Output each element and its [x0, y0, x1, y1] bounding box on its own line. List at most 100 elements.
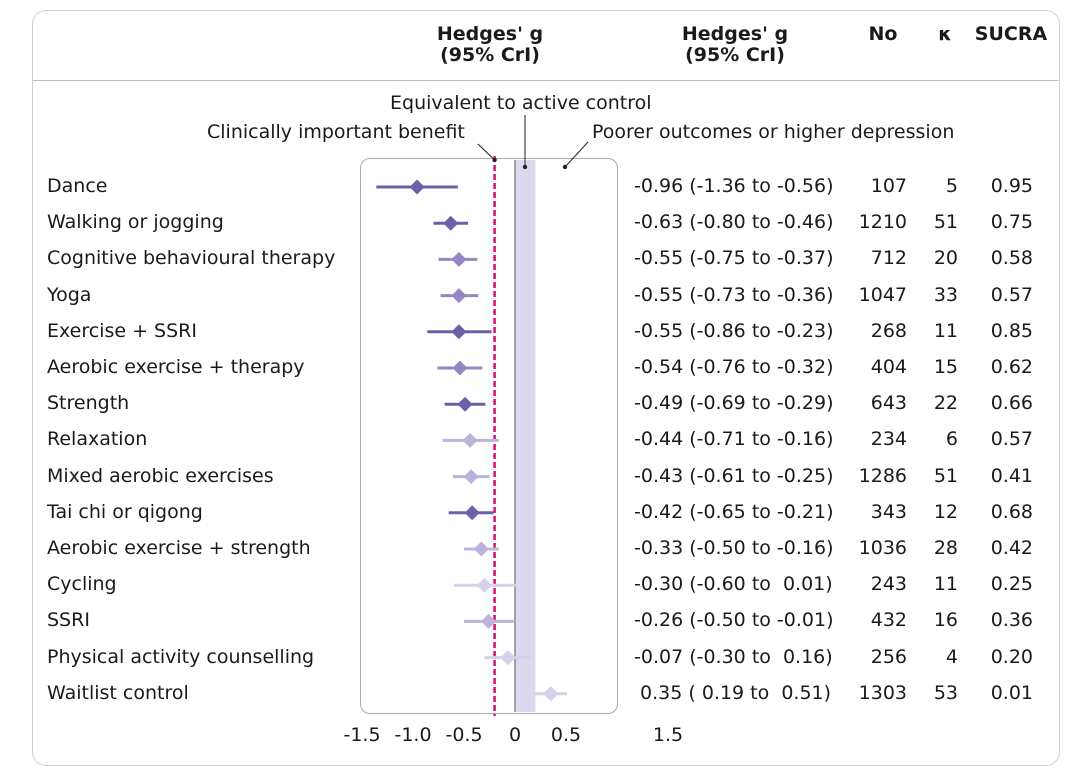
n-value: 712	[870, 247, 907, 270]
sucra-value: 0.25	[990, 573, 1033, 596]
k-value: 51	[933, 464, 958, 487]
n-value: 643	[870, 392, 907, 415]
k-value: 4	[945, 645, 958, 668]
k-value: 22	[933, 392, 958, 415]
row-label: Physical activity counselling	[47, 645, 315, 668]
sucra-value: 0.36	[990, 609, 1033, 632]
x-tick-label: -1.5	[343, 724, 381, 746]
row-label: SSRI	[47, 609, 90, 632]
point-estimate	[480, 613, 496, 629]
point-estimate	[457, 396, 473, 412]
n-value: 107	[870, 175, 907, 197]
point-estimate	[452, 360, 468, 376]
n-value: 343	[870, 500, 907, 523]
row-label: Relaxation	[47, 428, 148, 451]
k-value: 16	[933, 609, 958, 632]
point-estimate	[463, 469, 479, 485]
k-value: 12	[933, 500, 958, 523]
row-label: Aerobic exercise + strength	[47, 537, 311, 559]
row-label: Mixed aerobic exercises	[47, 464, 274, 487]
sucra-value: 0.41	[990, 464, 1033, 487]
forest-plot-frame	[360, 158, 618, 714]
point-estimate	[543, 686, 559, 702]
ci-text: -0.07 (-0.30 to 0.16)	[634, 645, 833, 668]
point-estimate	[451, 324, 467, 340]
point-estimate	[464, 505, 480, 521]
sucra-value: 0.66	[990, 392, 1033, 415]
ci-text: -0.44 (-0.71 to -0.16)	[634, 428, 834, 451]
estimate-column-header: Hedges' g (95% CrI)	[660, 24, 810, 66]
ci-text: -0.49 (-0.69 to -0.29)	[634, 392, 834, 415]
plot-column-header-line1: Hedges' g	[436, 23, 544, 45]
annotation-equivalent: Equivalent to active control	[390, 92, 652, 114]
plot-column-header: Hedges' g (95% CrI)	[415, 24, 565, 66]
n-value: 243	[870, 573, 907, 596]
point-estimate	[462, 432, 478, 448]
n-value: 432	[870, 609, 907, 632]
n-value: 234	[870, 428, 907, 451]
annotation-benefit: Clinically important benefit	[207, 121, 465, 143]
n-value: 1047	[858, 283, 907, 306]
ci-text: -0.55 (-0.86 to -0.23)	[634, 319, 834, 342]
row-label: Cycling	[47, 573, 117, 596]
k-value: 33	[933, 283, 958, 306]
sucra-value: 0.85	[990, 319, 1033, 342]
x-tick-label: 0.5	[550, 724, 582, 746]
estimate-column-header-line2: (95% CrI)	[685, 44, 785, 66]
sucra-value: 0.42	[990, 537, 1033, 559]
ci-text: -0.43 (-0.61 to -0.25)	[634, 464, 834, 487]
sucra-value: 0.75	[990, 211, 1033, 234]
x-tick-label: -1.0	[394, 724, 432, 746]
row-label: Exercise + SSRI	[47, 319, 197, 342]
x-tick-label: 1.5	[652, 724, 684, 746]
ci-text: 0.35 ( 0.19 to 0.51)	[634, 681, 832, 704]
k-value: 5	[945, 175, 958, 197]
k-value: 11	[933, 319, 958, 342]
point-estimate	[473, 541, 489, 557]
ci-text: -0.96 (-1.36 to -0.56)	[634, 175, 834, 197]
sucra-value: 0.68	[990, 500, 1033, 523]
benefit-leader-line	[477, 143, 495, 161]
k-value: 53	[933, 681, 958, 704]
sucra-column-header: SUCRA	[974, 23, 1048, 45]
k-value: 20	[933, 247, 958, 270]
n-value: 1036	[858, 537, 907, 559]
n-value: 404	[870, 356, 907, 378]
ci-text: -0.54 (-0.76 to -0.32)	[634, 356, 834, 378]
figure-card	[32, 10, 1060, 766]
row-label: Yoga	[47, 283, 92, 306]
poorer-leader-line	[564, 141, 589, 168]
n-value: 268	[870, 319, 907, 342]
ci-text: -0.63 (-0.80 to -0.46)	[634, 211, 834, 234]
x-tick-label: -0.5	[445, 724, 483, 746]
row-label: Waitlist control	[47, 681, 189, 704]
point-estimate	[443, 215, 459, 231]
n-value: 1210	[858, 211, 907, 234]
plot-column-header-line2: (95% CrI)	[440, 44, 540, 66]
k-column-header: κ	[938, 23, 952, 45]
point-estimate	[451, 288, 467, 304]
sucra-value: 0.57	[990, 428, 1033, 451]
sucra-value: 0.57	[990, 283, 1033, 306]
row-label: Tai chi or qigong	[47, 500, 203, 523]
n-column-header: No	[868, 23, 898, 45]
sucra-value: 0.95	[990, 175, 1033, 197]
point-estimate	[500, 650, 516, 666]
ci-text: -0.55 (-0.75 to -0.37)	[634, 247, 834, 270]
row-label: Cognitive behavioural therapy	[47, 247, 336, 270]
k-value: 15	[933, 356, 958, 378]
ci-text: -0.55 (-0.73 to -0.36)	[634, 283, 834, 306]
estimate-column-header-line1: Hedges' g	[681, 23, 789, 45]
equivalent-leader-dot	[522, 164, 528, 170]
benefit-leader-dot	[492, 157, 497, 163]
annotation-poorer: Poorer outcomes or higher depression	[592, 121, 955, 143]
ci-text: -0.33 (-0.50 to -0.16)	[634, 537, 834, 559]
k-value: 11	[933, 573, 958, 596]
row-label: Strength	[47, 392, 130, 415]
k-value: 51	[933, 211, 958, 234]
sucra-value: 0.01	[990, 681, 1033, 704]
sucra-value: 0.20	[990, 645, 1033, 668]
header-divider	[33, 80, 1059, 81]
k-value: 6	[945, 428, 958, 451]
